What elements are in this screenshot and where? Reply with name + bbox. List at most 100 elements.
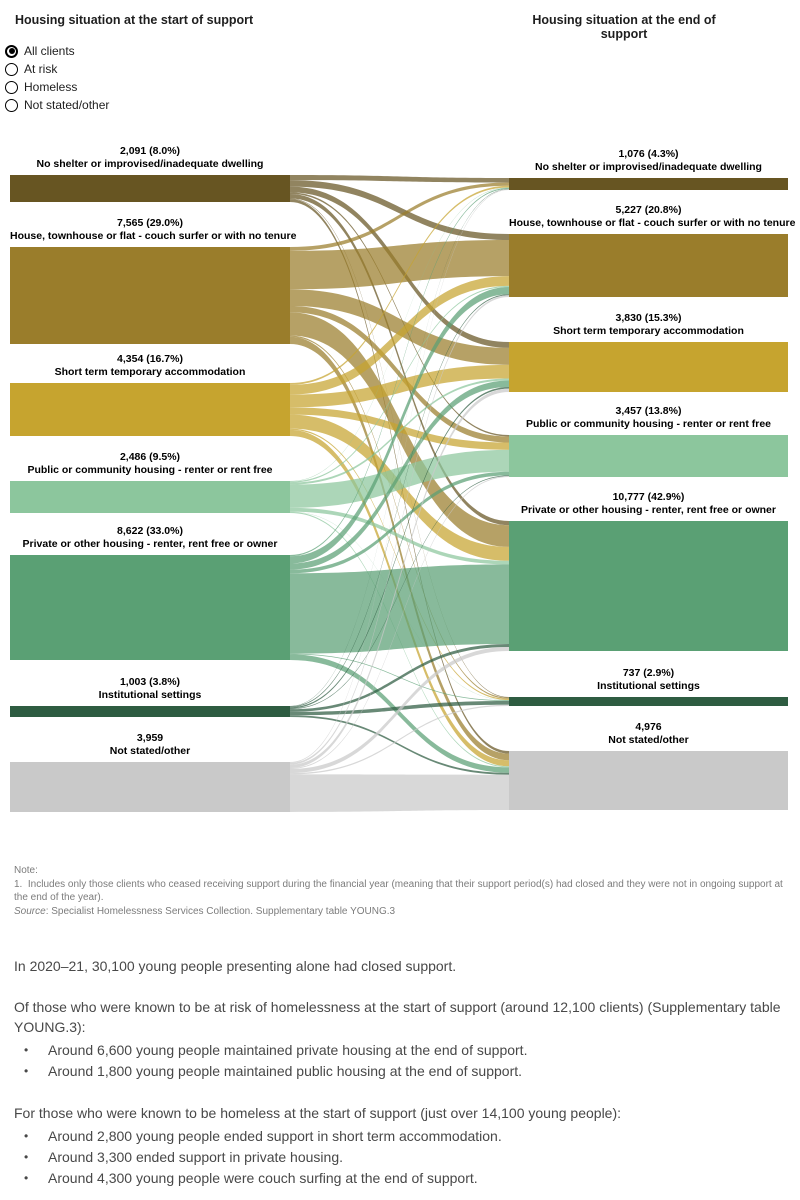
flow-couch-surfer-to-no-shelter[interactable] [290,182,509,251]
flow-private-other-housing-to-no-shelter[interactable] [290,187,509,557]
node-category: Not stated/other [608,734,689,746]
flow-institutional-settings-to-public-community-housing[interactable] [290,475,509,710]
flow-no-shelter-to-institutional-settings[interactable] [290,198,509,698]
start-column-title: Housing situation at the start of suppor… [15,13,254,27]
radio-option-at-risk[interactable]: At risk [5,60,109,78]
flow-not-stated-other-to-couch-surfer[interactable] [290,295,509,765]
end-bar-couch-surfer[interactable] [509,234,788,297]
node-category: No shelter or improvised/inadequate dwel… [36,158,264,170]
bullet-item: • Around 4,300 young people were couch s… [14,1168,788,1189]
flow-public-community-housing-to-no-shelter[interactable] [290,187,509,482]
flow-private-other-housing-to-couch-surfer[interactable] [290,287,509,564]
node-value: 3,959 [136,732,164,744]
radio-option-not-stated-other[interactable]: Not stated/other [5,96,109,114]
node-category: Institutional settings [597,680,700,692]
start-label-no-shelter: 2,091 (8.0%) No shelter or improvised/ina… [10,145,290,171]
bullet-text: Around 3,300 ended support in private ho… [48,1149,343,1165]
radio-selected-icon[interactable] [5,44,18,58]
end-bar-short-term-temporary[interactable] [509,342,788,392]
start-bar-no-shelter[interactable] [10,175,290,202]
flow-public-community-housing-to-short-term-temporary[interactable] [290,378,509,485]
end-bar-no-shelter[interactable] [509,178,788,190]
flow-short-term-temporary-to-short-term-temporary[interactable] [290,364,509,408]
flow-institutional-settings-to-private-other-housing[interactable] [290,644,509,712]
flow-private-other-housing-to-not-stated-other[interactable] [290,654,509,773]
end-bar-not-stated-other[interactable] [509,751,788,810]
start-bar-public-community-housing[interactable] [10,481,290,513]
end-label-private-other-housing: 10,777 (42.9%) Private or other housing -… [509,491,788,517]
bullet-text: Around 6,600 young people maintained pri… [48,1042,528,1058]
node-category: Short term temporary accommodation [553,325,744,337]
radio-unselected-icon[interactable] [5,80,18,94]
flow-not-stated-other-to-institutional-settings[interactable] [290,704,509,775]
node-value: 1,076 (4.3%) [618,148,679,160]
bullet-text: Around 2,800 young people ended support … [48,1128,502,1144]
radio-option-homeless[interactable]: Homeless [5,78,109,96]
flow-institutional-settings-to-not-stated-other[interactable] [290,715,509,775]
flow-no-shelter-to-public-community-housing[interactable] [290,192,509,437]
source-line: Source: Specialist Homelessness Services… [14,905,788,919]
bullet-icon: • [24,1171,29,1185]
end-label-institutional-settings: 737 (2.9%) Institutional settings [509,667,788,693]
story-paragraph-overview: In 2020–21, 30,100 young people presenti… [14,958,457,974]
flow-not-stated-other-to-no-shelter[interactable] [290,189,509,763]
end-bar-institutional-settings[interactable] [509,697,788,706]
flow-not-stated-other-to-short-term-temporary[interactable] [290,388,509,768]
flow-couch-surfer-to-institutional-settings[interactable] [290,335,509,699]
flow-public-community-housing-to-public-community-housing[interactable] [290,449,509,508]
flow-private-other-housing-to-short-term-temporary[interactable] [290,380,509,570]
flow-private-other-housing-to-public-community-housing[interactable] [290,471,509,574]
flow-public-community-housing-to-private-other-housing[interactable] [290,507,509,565]
flow-institutional-settings-to-couch-surfer[interactable] [290,294,509,708]
flow-couch-surfer-to-public-community-housing[interactable] [290,305,509,443]
start-bar-not-stated-other[interactable] [10,762,290,812]
node-category: Short term temporary accommodation [54,366,246,378]
flow-public-community-housing-to-couch-surfer[interactable] [290,285,509,483]
flow-not-stated-other-to-private-other-housing[interactable] [290,647,509,774]
radio-option-label: All clients [24,44,75,58]
node-value: 8,622 (33.0%) [117,525,183,537]
node-category: Public or community housing - renter or … [525,418,772,430]
flow-short-term-temporary-to-couch-surfer[interactable] [290,276,509,395]
bullet-icon: • [24,1150,29,1164]
node-value: 4,976 [635,721,662,733]
end-bar-private-other-housing[interactable] [509,521,788,651]
end-bar-public-community-housing[interactable] [509,435,788,477]
story-text-block: In 2020–21, 30,100 young people presenti… [14,956,788,1200]
start-label-private-other-housing: 8,622 (33.0%) Private or other housing - … [10,525,290,551]
flow-couch-surfer-to-couch-surfer[interactable] [290,240,509,290]
flow-no-shelter-to-private-other-housing[interactable] [290,193,509,526]
story-paragraph-at-risk: Of those who were known to be at risk of… [14,999,781,1035]
flow-short-term-temporary-to-no-shelter[interactable] [290,185,509,385]
flow-private-other-housing-to-private-other-housing[interactable] [290,564,509,654]
node-value: 1,003 (3.8%) [119,676,181,688]
node-value: 5,227 (20.8%) [615,204,682,216]
bullet-icon: • [24,1043,29,1057]
end-label-couch-surfer: 5,227 (20.8%) House, townhouse or flat - … [509,204,795,230]
flow-institutional-settings-to-short-term-temporary[interactable] [290,387,509,709]
start-bar-short-term-temporary[interactable] [10,383,290,436]
flow-no-shelter-to-no-shelter[interactable] [290,175,509,183]
note-1: 1. Includes only those clients who cease… [14,878,786,904]
bullet-item: • Around 1,800 young people maintained p… [14,1061,788,1082]
node-value: 4,354 (16.7%) [117,353,183,365]
flow-short-term-temporary-to-institutional-settings[interactable] [290,428,509,701]
radio-unselected-icon[interactable] [5,62,18,76]
radio-option-all-clients[interactable]: All clients [5,42,109,60]
flow-not-stated-other-to-public-community-housing[interactable] [290,476,509,769]
flow-not-stated-other-to-not-stated-other[interactable] [290,774,509,812]
start-bar-private-other-housing[interactable] [10,555,290,660]
radio-unselected-icon[interactable] [5,98,18,112]
sankey-canvas [10,175,788,812]
source-text: : Specialist Homelessness Services Colle… [45,905,396,917]
notes-block: Note: 1. Includes only those clients who… [14,864,788,918]
flow-no-shelter-to-couch-surfer[interactable] [290,180,509,241]
node-value: 2,091 (8.0%) [119,145,181,157]
start-bar-institutional-settings[interactable] [10,706,290,717]
start-bar-couch-surfer[interactable] [10,247,290,344]
node-category: Public or community housing - renter or … [27,464,273,476]
bullet-text: Around 1,800 young people maintained pub… [48,1063,523,1079]
node-category: No shelter or improvised/inadequate dwel… [535,161,762,173]
flow-institutional-settings-to-no-shelter[interactable] [290,188,509,707]
